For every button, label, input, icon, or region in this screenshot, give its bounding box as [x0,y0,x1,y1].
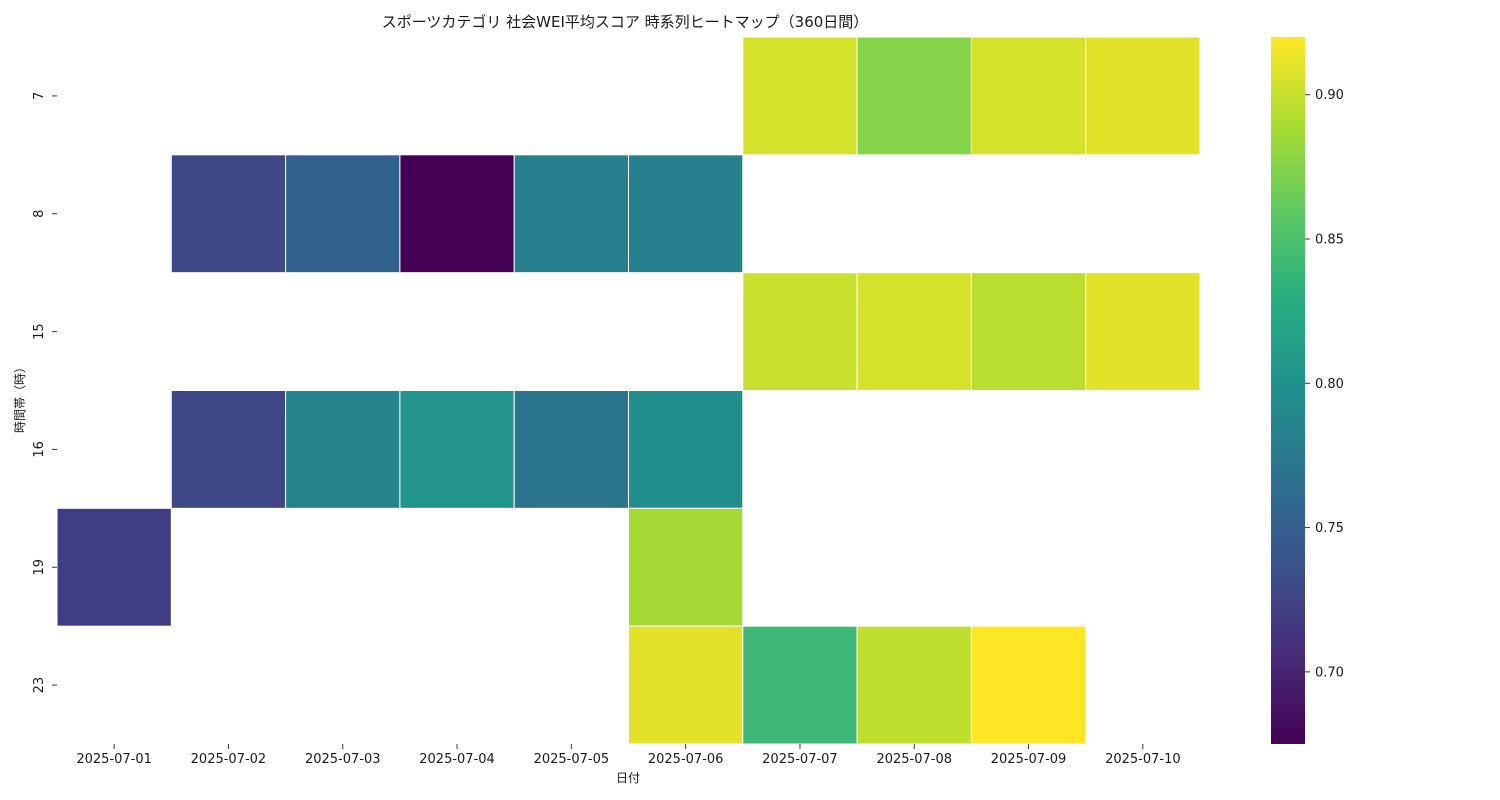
heatmap-cell [1085,36,1201,156]
heatmap-cell [742,625,858,745]
heatmap-cell [513,154,630,274]
heatmap-cell [856,272,972,391]
x-tick-label: 2025-07-06 [648,752,724,767]
heatmap-cell [399,390,515,509]
y-tick-label: 7 [32,92,47,100]
y-tick-label: 8 [32,210,47,218]
y-tick-label: 23 [32,677,47,694]
heatmap-cell [170,154,287,274]
colorbar [1271,37,1305,744]
colorbar-tick-label: 0.80 [1315,377,1344,392]
x-tick-label: 2025-07-09 [991,752,1067,767]
colorbar-ticks: 0.70 0.75 0.80 0.85 0.90 [1305,88,1344,680]
colorbar-tick-label: 0.70 [1315,665,1344,680]
heatmap-cell [56,507,172,627]
x-tick-label: 2025-07-04 [419,752,495,767]
x-tick-label: 2025-07-05 [534,752,610,767]
x-tick-label: 2025-07-07 [762,752,838,767]
heatmap-cell [285,154,401,274]
heatmap-cell [970,272,1087,391]
heatmap-cell [628,154,744,274]
colorbar-tick-label: 0.85 [1315,233,1344,248]
heatmap-cell [285,390,401,509]
heatmap-cell [970,625,1087,745]
y-tick-label: 19 [32,559,47,576]
x-axis-ticks: 2025-07-01 2025-07-02 2025-07-03 2025-07-04… [76,744,1181,767]
heatmap-cell [513,390,630,509]
heatmap-cell [856,625,972,745]
colorbar-tick-label: 0.90 [1315,88,1344,103]
x-tick-label: 2025-07-02 [191,752,267,767]
heatmap-cell [628,507,744,627]
heatmap-cell [1085,272,1201,391]
x-tick-label: 2025-07-08 [876,752,952,767]
heatmap-cell [970,36,1087,156]
heatmap-cells [56,36,1201,745]
x-tick-label: 2025-07-10 [1105,752,1181,767]
y-axis-ticks: 7 8 15 16 19 23 [32,92,57,694]
heatmap-cell [742,272,858,391]
heatmap-cell [856,36,972,156]
heatmap-cell [742,36,858,156]
colorbar-tick-label: 0.75 [1315,521,1344,536]
chart-title: スポーツカテゴリ 社会WEI平均スコア 時系列ヒートマップ（360日間） [382,13,869,31]
heatmap-cell [170,390,287,509]
heatmap-cell [628,390,744,509]
x-tick-label: 2025-07-01 [76,752,152,767]
x-axis-label: 日付 [616,771,640,785]
x-tick-label: 2025-07-03 [305,752,381,767]
y-tick-label: 15 [32,323,47,340]
heatmap-cell [399,154,515,274]
heatmap-cell [628,625,744,745]
y-tick-label: 16 [32,441,47,458]
y-axis-label: 時間帯（時） [13,361,27,433]
